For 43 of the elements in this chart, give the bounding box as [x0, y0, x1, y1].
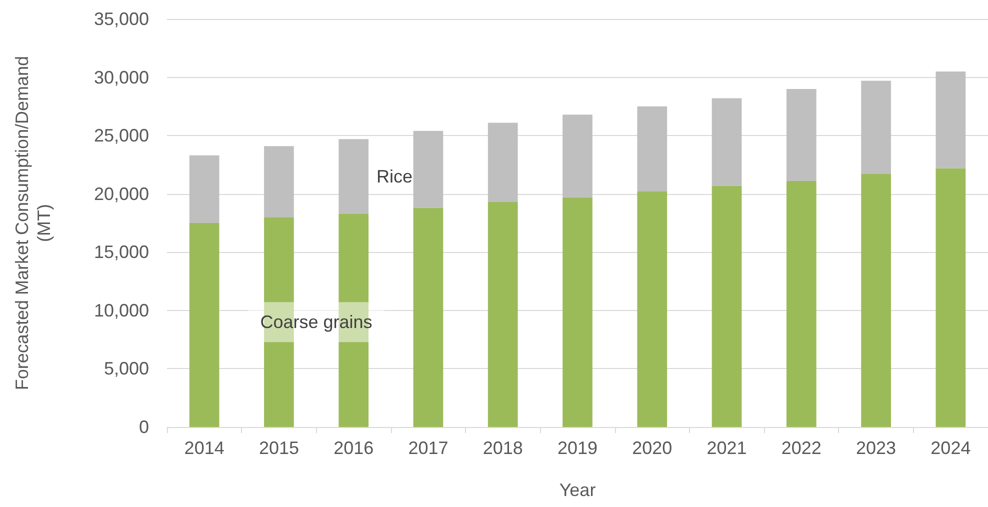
- series-label: Rice: [376, 166, 413, 186]
- bar: [637, 106, 668, 192]
- x-tick-label: 2018: [482, 438, 523, 458]
- x-tick-label: 2023: [856, 438, 896, 458]
- series-label: Coarse grains: [260, 312, 372, 332]
- x-tick-label: 2020: [632, 438, 672, 458]
- bar: [712, 186, 742, 427]
- y-tick-label: 20,000: [94, 184, 149, 204]
- bar: [786, 181, 816, 427]
- y-tick-label: 5,000: [104, 358, 149, 379]
- bar: [189, 223, 220, 427]
- bar: [637, 192, 668, 427]
- bar: [264, 146, 294, 218]
- x-tick-label: 2016: [334, 438, 374, 458]
- bar: [786, 88, 816, 182]
- bar: [861, 174, 891, 427]
- bar: [562, 197, 592, 427]
- bar: [712, 98, 742, 186]
- y-tick-label: 15,000: [94, 242, 149, 262]
- bar: [189, 155, 220, 223]
- y-tick-label: 0: [138, 417, 149, 437]
- bar: [936, 71, 966, 168]
- x-tick-label: 2014: [184, 438, 224, 458]
- y-tick-label: 10,000: [94, 300, 149, 320]
- x-tick-label: 2024: [930, 438, 971, 458]
- x-tick-label: 2015: [258, 438, 299, 458]
- bar: [488, 202, 518, 427]
- y-tick-label: 25,000: [94, 126, 149, 146]
- bar: [413, 130, 444, 208]
- y-tick-label: 30,000: [94, 67, 149, 88]
- x-tick-label: 2022: [781, 438, 822, 458]
- bar: [562, 114, 592, 198]
- x-axis-title: Year: [559, 480, 596, 500]
- x-tick-label: 2021: [706, 438, 747, 458]
- y-axis-title: Forecasted Market Consumption/Demand (MT): [12, 56, 54, 390]
- x-tick-label: 2019: [557, 438, 598, 458]
- bar: [488, 122, 518, 202]
- bar: [936, 168, 966, 427]
- bar: [413, 208, 444, 427]
- bar: [338, 139, 369, 214]
- y-tick-label: 35,000: [94, 9, 149, 29]
- bar: [861, 80, 891, 174]
- x-tick-label: 2017: [408, 438, 448, 458]
